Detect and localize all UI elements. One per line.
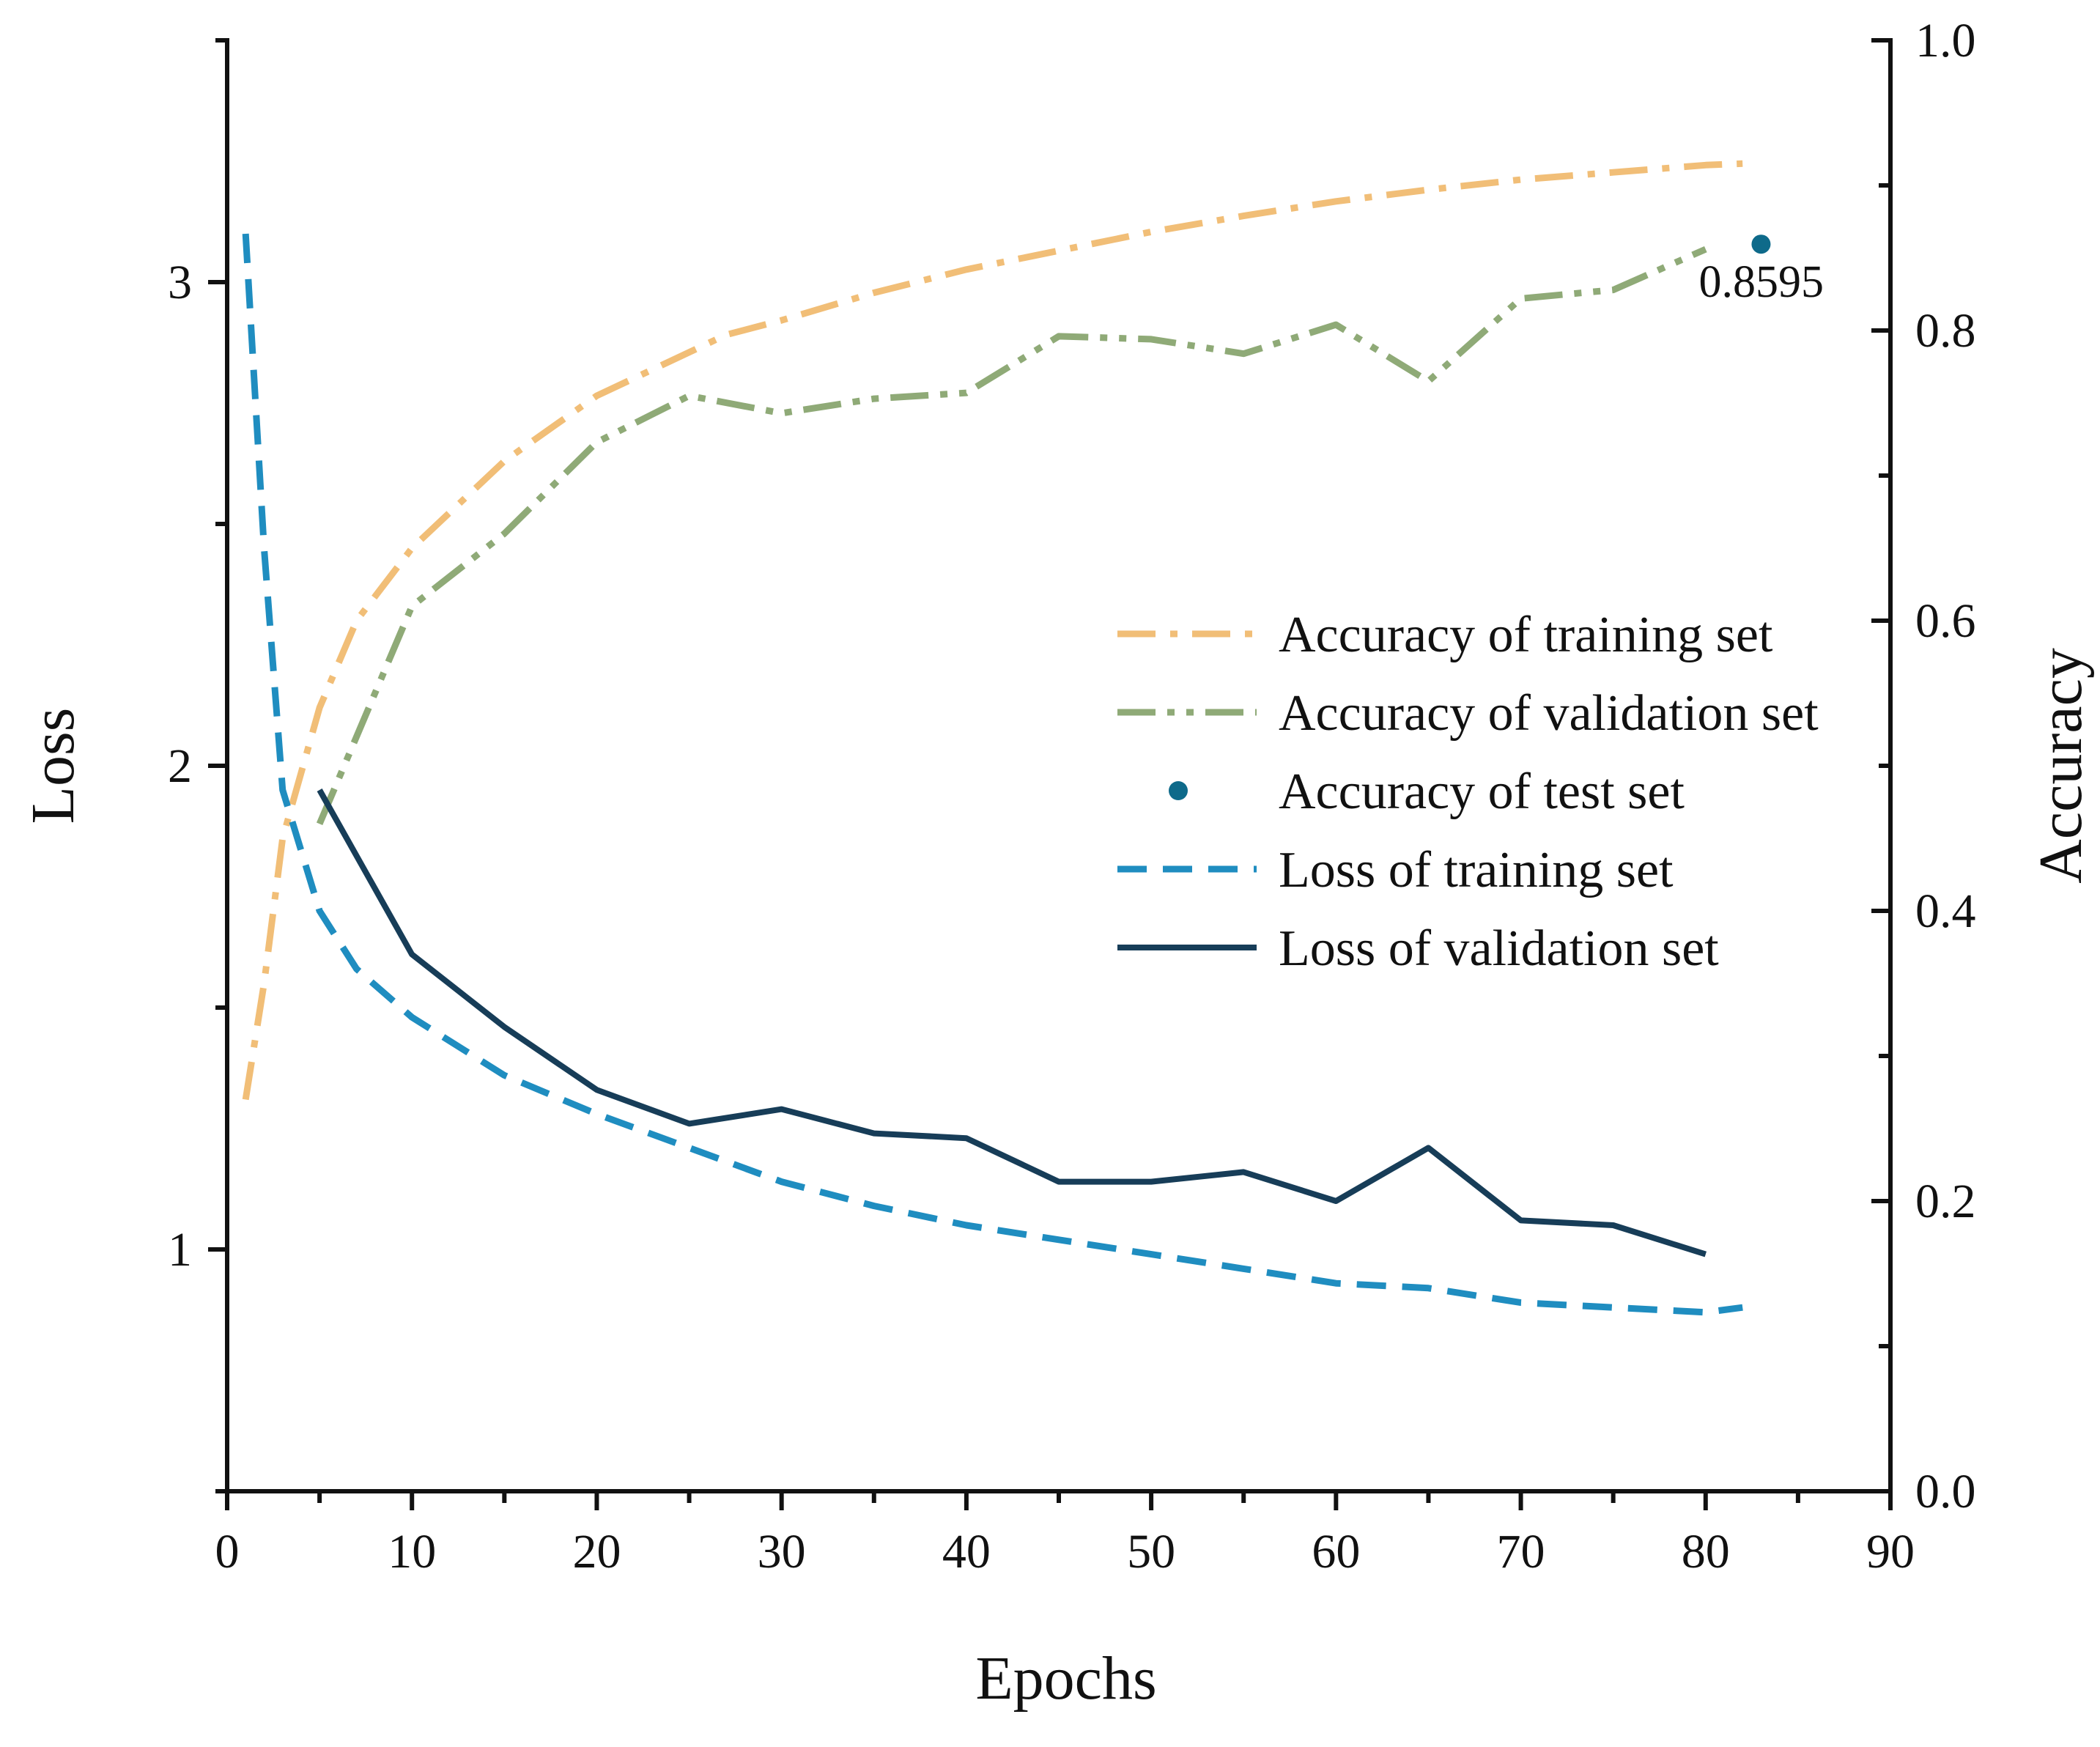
test-accuracy-annotation: 0.8595 <box>1698 257 1824 307</box>
x-tick-label: 20 <box>572 1525 621 1578</box>
y-right-tick-label: 0.4 <box>1915 884 1976 938</box>
accuracy-of-test-set-point <box>1751 234 1771 254</box>
legend-label: Accuracy of test set <box>1279 764 1685 820</box>
accuracy-of-validation-set-line <box>316 245 1707 825</box>
y-right-tick-label: 0.2 <box>1915 1175 1976 1228</box>
x-axis-title: Epochs <box>975 1644 1156 1713</box>
legend-label: Loss of validation set <box>1279 920 1719 977</box>
x-tick-label: 90 <box>1866 1525 1915 1578</box>
y-right-axis-title: Accuracy <box>2027 648 2095 884</box>
x-tick-label: 80 <box>1682 1525 1730 1578</box>
loss-of-training-set-line <box>242 233 1743 1316</box>
legend-label: Loss of training set <box>1279 842 1674 898</box>
y-right-tick-label: 0.8 <box>1915 304 1976 358</box>
x-tick-label: 40 <box>942 1525 991 1578</box>
x-tick-label: 0 <box>215 1525 240 1578</box>
loss-of-validation-set-line <box>317 788 1707 1257</box>
x-tick-label: 30 <box>758 1525 806 1578</box>
x-tick-label: 70 <box>1497 1525 1545 1578</box>
legend-label: Accuracy of training set <box>1279 607 1773 663</box>
legend-marker <box>1169 781 1188 800</box>
legend-label: Accuracy of validation set <box>1279 685 1819 742</box>
y-left-tick-label: 3 <box>168 256 192 309</box>
y-left-axis-title: Loss <box>19 708 87 824</box>
x-tick-label: 10 <box>388 1525 436 1578</box>
y-left-tick-label: 1 <box>168 1223 192 1277</box>
y-right-tick-label: 0.0 <box>1915 1465 1976 1518</box>
x-tick-label: 60 <box>1312 1525 1360 1578</box>
accuracy-of-training-set-line <box>242 160 1743 1101</box>
y-left-tick-label: 2 <box>168 739 192 793</box>
y-right-tick-label: 0.6 <box>1915 594 1976 648</box>
y-right-tick-label: 1.0 <box>1915 14 1976 67</box>
x-tick-label: 50 <box>1127 1525 1175 1578</box>
